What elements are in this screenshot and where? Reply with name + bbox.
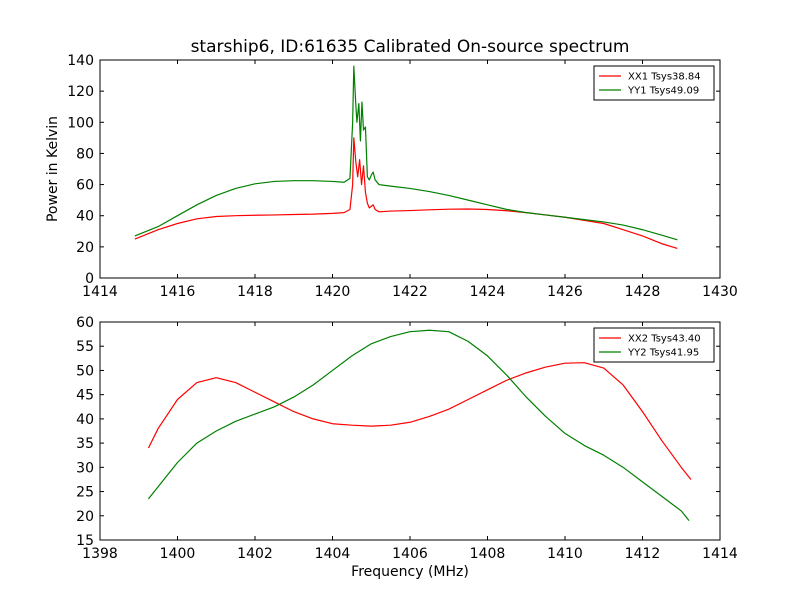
y-tick-label: 40 bbox=[76, 209, 94, 225]
x-tick-label: 1426 bbox=[547, 284, 583, 300]
x-tick-label: 1402 bbox=[237, 546, 273, 562]
y-tick-label: 35 bbox=[76, 436, 94, 452]
x-tick-label: 1416 bbox=[160, 284, 196, 300]
y-tick-label: 25 bbox=[76, 485, 94, 501]
y-tick-label: 100 bbox=[67, 115, 94, 131]
series-line-2-1 bbox=[147, 362, 692, 480]
x-tick-label: 1424 bbox=[470, 284, 506, 300]
y-tick-label: 55 bbox=[76, 339, 94, 355]
legend-box bbox=[593, 65, 715, 101]
bottom-x-axis-label: Frequency (MHz) bbox=[351, 564, 469, 580]
y-tick-label: 20 bbox=[76, 509, 94, 525]
x-tick-label: 1420 bbox=[315, 284, 351, 300]
x-tick-label: 1400 bbox=[160, 546, 196, 562]
y-tick-label: 140 bbox=[67, 53, 94, 69]
x-tick-label: 1404 bbox=[315, 546, 351, 562]
x-tick-label: 1418 bbox=[237, 284, 273, 300]
legend-label: XX2 Tsys43.40 bbox=[628, 334, 701, 345]
y-tick-label: 80 bbox=[76, 146, 94, 162]
y-tick-label: 30 bbox=[76, 460, 94, 476]
y-tick-label: 45 bbox=[76, 388, 94, 404]
x-tick-label: 1406 bbox=[392, 546, 428, 562]
legend-label: YY2 Tsys41.95 bbox=[627, 348, 699, 359]
x-tick-label: 1412 bbox=[625, 546, 661, 562]
legend-label: XX1 Tsys38.84 bbox=[628, 72, 701, 83]
x-tick-label: 1428 bbox=[625, 284, 661, 300]
series-line-2-2 bbox=[147, 329, 690, 521]
legend-box bbox=[593, 327, 715, 363]
x-tick-label: 1408 bbox=[470, 546, 506, 562]
x-tick-label: 1430 bbox=[702, 284, 738, 300]
y-tick-label: 40 bbox=[76, 412, 94, 428]
y-tick-label: 120 bbox=[67, 84, 94, 100]
y-tick-label: 60 bbox=[76, 315, 94, 331]
y-tick-label: 60 bbox=[76, 178, 94, 194]
legend-2: XX2 Tsys43.40 YY2 Tsys41.95 bbox=[593, 327, 715, 363]
plot-panel-2: 1398 1400 1402 1404 1406 1408 1410 1412 1414 15 20… bbox=[76, 315, 738, 562]
y-tick-label: 0 bbox=[85, 271, 94, 287]
plot-panel-1: 1414 1416 1418 1420 1422 1424 1426 1428 1430 0 20 4… bbox=[67, 53, 738, 300]
chart-title: starship6, ID:61635 Calibrated On-source… bbox=[191, 37, 630, 57]
x-tick-label: 1414 bbox=[82, 284, 118, 300]
series-line-1-2 bbox=[134, 65, 678, 241]
y-tick-label: 15 bbox=[76, 533, 94, 549]
y-tick-label: 50 bbox=[76, 363, 94, 379]
y-tick-label: 20 bbox=[76, 240, 94, 256]
x-tick-label: 1410 bbox=[547, 546, 583, 562]
legend-1: XX1 Tsys38.84 YY1 Tsys49.09 bbox=[593, 65, 715, 101]
x-tick-label: 1422 bbox=[392, 284, 428, 300]
top-y-axis-label: Power in Kelvin bbox=[45, 116, 61, 222]
x-tick-label: 1414 bbox=[702, 546, 738, 562]
legend-label: YY1 Tsys49.09 bbox=[627, 86, 699, 97]
x-tick-label: 1398 bbox=[82, 546, 118, 562]
series-line-1-1 bbox=[134, 137, 678, 249]
